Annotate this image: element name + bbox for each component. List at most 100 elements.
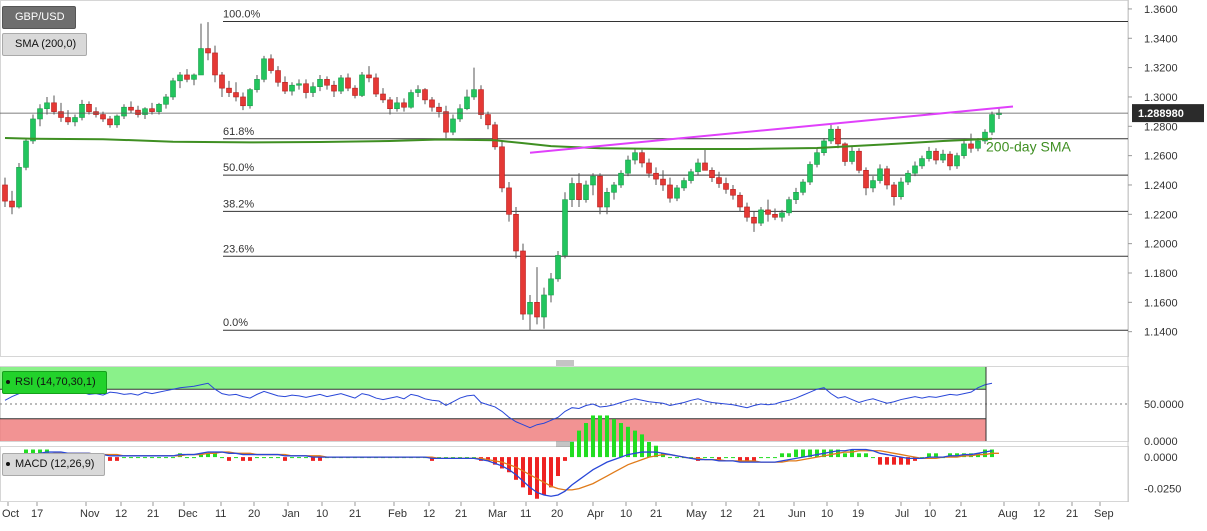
y-tick-label: 1.3600 [1144,4,1178,16]
macd-histogram-bar [633,430,637,458]
candle-body [849,150,855,162]
candle-body [282,81,288,92]
macd-histogram-bar [234,457,238,459]
instrument-badge[interactable]: GBP/USD [2,6,76,29]
candle-body [800,181,806,193]
grid-lines [0,0,1129,502]
candle-body [324,79,330,86]
candle-body [737,194,743,208]
candle-body [555,255,561,280]
candle-body [478,89,484,115]
candle-body [569,183,575,200]
candle-body [597,175,603,208]
x-tick-label: 12 [423,508,435,520]
candle-body [170,80,176,98]
candle-body [709,169,715,178]
x-tick-label: Nov [80,508,100,520]
candle-body [198,48,204,76]
macd-histogram-bar [731,457,735,459]
fib-level-label: 100.0% [223,9,261,21]
candle-body [331,84,337,92]
candle-body [646,162,652,174]
candle-body [989,114,995,133]
x-tick-label: 10 [924,508,936,520]
candle-body [583,184,589,200]
candle-body [422,89,428,101]
candle-body [765,209,771,215]
candle-body [527,302,533,315]
candle-body [562,199,568,256]
macd-histogram-bar [311,457,315,461]
macd-histogram-bar [241,457,245,461]
macd-histogram-bar [290,457,294,459]
candle-body [842,143,848,162]
macd-histogram-bar [192,457,196,459]
candle-body [51,102,57,112]
macd-histogram-bar [710,457,714,459]
candle-body [380,93,386,101]
rsi-panel: 50.0000 0.0000 [0,367,1184,448]
candle-body [891,184,897,198]
y-tick-label: 1.3400 [1144,33,1178,45]
macd-indicator-badge[interactable]: MACD (12,26,9) [2,453,106,476]
macd-histogram-bar [906,457,910,465]
candle-body [247,89,253,107]
y-tick-label: 1.1600 [1144,297,1178,309]
x-tick-label: Feb [388,508,407,520]
candle-body [275,70,281,83]
candle-body [548,278,554,296]
macd-histogram-bar [640,434,644,458]
x-tick-label: Dec [178,508,198,520]
candle-body [590,175,596,186]
x-tick-label: Jul [895,508,909,520]
x-tick-label: 10 [316,508,328,520]
candle-body [163,96,169,105]
rsi-line [4,382,993,429]
macd-histogram-bar [759,457,763,459]
sma-indicator-badge[interactable]: SMA (200,0) [2,33,88,56]
macd-histogram-bar [591,415,595,458]
rsi-indicator-badge[interactable]: RSI (14,70,30,1) [2,371,107,394]
x-tick-label: Mar [488,508,507,520]
current-price-label: 1.288980 [1138,108,1184,120]
candle-body [688,171,694,181]
candle-body [240,96,246,107]
candle-body [513,214,519,252]
candle-body [436,106,442,112]
x-tick-label: 12 [720,508,732,520]
macd-histogram-bar [549,457,553,488]
candle-body [772,214,778,218]
macd-histogram-bar [248,457,252,461]
candle-body [156,103,162,112]
candle-body [660,178,666,186]
y-tick-label: 1.3000 [1144,92,1178,104]
macd-line [5,448,993,497]
fib-level-label: 38.2% [223,198,254,210]
candle-body [681,180,687,189]
candle-body [534,302,540,318]
candle-body [674,187,680,199]
macd-histogram-bar [206,453,210,458]
macd-histogram-bar [129,457,133,459]
fibonacci-levels: 100.0% 61.8% 50.0% 38.2% 23.6% 0.0% [223,9,1128,331]
candle-body [786,199,792,214]
x-tick-label: 21 [455,508,467,520]
rsi-tick-label: 50.0000 [1144,399,1184,411]
candle-body [107,118,113,126]
sma-indicator-label: SMA (200,0) [15,38,77,50]
macd-histogram-bar [136,457,140,459]
candle-body [639,152,645,164]
candle-body [352,87,358,96]
macd-histogram-bar [605,415,609,458]
candle-body [415,89,421,93]
macd-histogram-bar [122,457,126,459]
macd-histogram-bar [934,453,938,458]
candle-body [856,150,862,171]
candle-body [779,212,785,218]
candle-body [142,108,148,115]
candle-body [310,86,316,93]
candle-body [72,117,78,123]
macd-histogram-bar [850,449,854,458]
